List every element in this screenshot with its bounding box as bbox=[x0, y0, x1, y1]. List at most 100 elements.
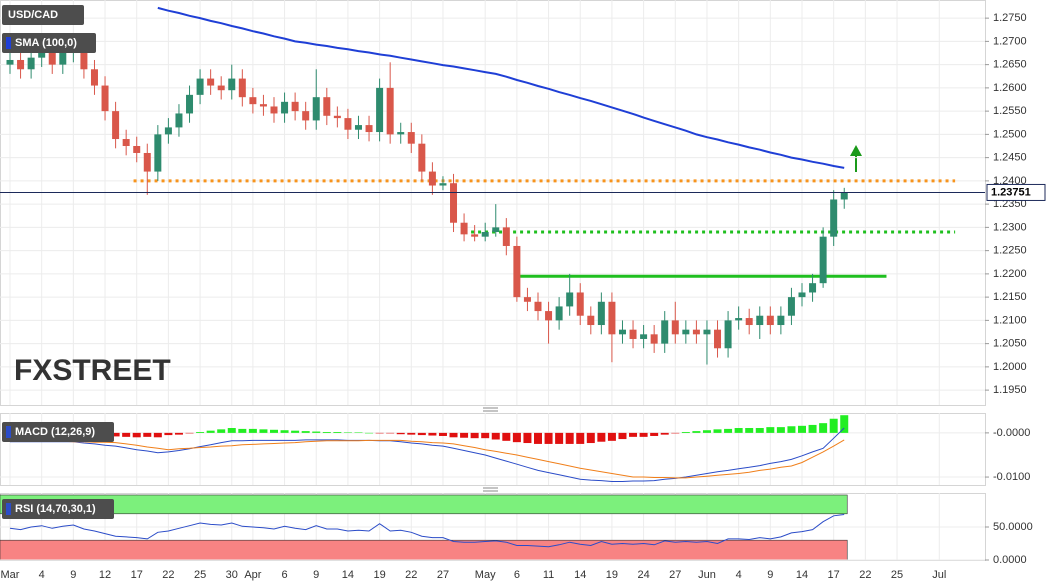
histogram-bar bbox=[333, 431, 342, 433]
x-tick-label: 17 bbox=[131, 569, 143, 581]
candle-body bbox=[365, 125, 373, 133]
legend-label: SMA (100,0) bbox=[15, 37, 77, 49]
panel-frame bbox=[0, 413, 986, 486]
histogram-bar bbox=[650, 432, 659, 436]
candle-body bbox=[112, 111, 120, 140]
y-tick-label: 1.2300 bbox=[993, 221, 1027, 233]
candle-body bbox=[661, 320, 669, 344]
x-tick-label: 19 bbox=[606, 569, 618, 581]
x-tick-label: 22 bbox=[859, 569, 871, 581]
histogram-bar bbox=[343, 432, 352, 433]
histogram-bar bbox=[407, 432, 416, 435]
label-swatch bbox=[6, 426, 11, 438]
candle-body bbox=[59, 53, 67, 65]
x-tick-label: 25 bbox=[891, 569, 903, 581]
histogram-bar bbox=[365, 432, 374, 434]
x-tick-label: 9 bbox=[313, 569, 319, 581]
histogram-bar bbox=[248, 428, 257, 433]
legend-swatch bbox=[6, 37, 11, 49]
candle-body bbox=[281, 101, 289, 114]
histogram-bar bbox=[787, 426, 796, 433]
histogram-bar bbox=[143, 432, 152, 437]
histogram-bar bbox=[196, 431, 205, 433]
histogram-bar bbox=[280, 430, 289, 433]
histogram-bar bbox=[375, 432, 384, 434]
histogram-bar bbox=[217, 429, 226, 433]
histogram-bar bbox=[312, 431, 321, 433]
histogram-bar bbox=[692, 431, 701, 433]
candle-body bbox=[386, 87, 394, 135]
up-arrow bbox=[850, 145, 862, 172]
histogram-bar bbox=[586, 432, 595, 444]
candle-body bbox=[671, 320, 679, 335]
histogram-bar bbox=[386, 432, 395, 434]
candle-body bbox=[692, 329, 700, 335]
series-line bbox=[9, 514, 845, 548]
y-tick-label: 50.0000 bbox=[993, 521, 1033, 533]
candle-body bbox=[186, 94, 194, 114]
histogram-bar bbox=[259, 429, 268, 433]
candle-body bbox=[819, 236, 827, 284]
x-tick-label: Jun bbox=[698, 569, 716, 581]
histogram-bar bbox=[808, 424, 817, 433]
candle-body bbox=[513, 245, 521, 298]
x-tick-label: 19 bbox=[373, 569, 385, 581]
histogram-bar bbox=[238, 428, 247, 433]
candle-body bbox=[777, 315, 785, 326]
candle-body bbox=[481, 232, 489, 237]
histogram-bar bbox=[734, 428, 743, 433]
candle-body bbox=[629, 329, 637, 339]
histogram-bar bbox=[544, 432, 553, 444]
histogram-bar bbox=[840, 415, 849, 433]
candle-body bbox=[587, 315, 595, 326]
candle-body bbox=[48, 50, 56, 65]
candle-body bbox=[523, 297, 531, 302]
y-tick-label: 1.2150 bbox=[993, 291, 1027, 303]
candle-body bbox=[90, 69, 98, 86]
candle-body bbox=[344, 118, 352, 130]
x-tick-label: 14 bbox=[796, 569, 808, 581]
last-price-label: 1.23751 bbox=[991, 186, 1031, 198]
candle-body bbox=[101, 85, 109, 112]
histogram-bar bbox=[607, 432, 616, 441]
candle-body bbox=[809, 283, 817, 293]
histogram-bar bbox=[227, 428, 236, 433]
candle-body bbox=[798, 292, 806, 298]
histogram-bar bbox=[618, 432, 627, 440]
x-tick-label: 9 bbox=[70, 569, 76, 581]
histogram-bar bbox=[438, 432, 447, 436]
histogram-bar bbox=[565, 432, 574, 444]
plot-area bbox=[6, 6, 956, 365]
series-line bbox=[10, 439, 845, 479]
candle-body bbox=[143, 152, 151, 172]
panel-label: RSI (14,70,30,1) bbox=[15, 503, 96, 515]
candle-body bbox=[534, 301, 542, 312]
x-tick-label: 25 bbox=[194, 569, 206, 581]
histogram-bar bbox=[745, 428, 754, 433]
histogram-bar bbox=[766, 427, 775, 433]
candle-body bbox=[735, 318, 743, 321]
y-tick-label: 1.2600 bbox=[993, 82, 1027, 94]
y-tick-label: 1.2500 bbox=[993, 128, 1027, 140]
histogram-bar bbox=[354, 432, 363, 433]
histogram-bar bbox=[555, 432, 564, 444]
candle-body bbox=[787, 297, 795, 316]
y-tick-label: 1.2250 bbox=[993, 245, 1027, 257]
candle-body bbox=[471, 234, 479, 237]
candle-body bbox=[38, 50, 46, 58]
candle-body bbox=[502, 227, 510, 246]
x-tick-label: 22 bbox=[405, 569, 417, 581]
histogram-bar bbox=[301, 431, 310, 433]
histogram-bar bbox=[713, 429, 722, 433]
y-tick-label: 0.0000 bbox=[993, 554, 1027, 566]
histogram-bar bbox=[449, 432, 458, 438]
candle-body bbox=[217, 85, 225, 91]
histogram-bar bbox=[776, 427, 785, 433]
histogram-bar bbox=[481, 432, 490, 439]
y-tick-label: 1.1950 bbox=[993, 384, 1027, 396]
candle-body bbox=[196, 78, 204, 95]
histogram-bar bbox=[164, 432, 173, 436]
candle-body bbox=[576, 292, 584, 316]
histogram-bar bbox=[639, 432, 648, 437]
candle-body bbox=[566, 292, 574, 307]
